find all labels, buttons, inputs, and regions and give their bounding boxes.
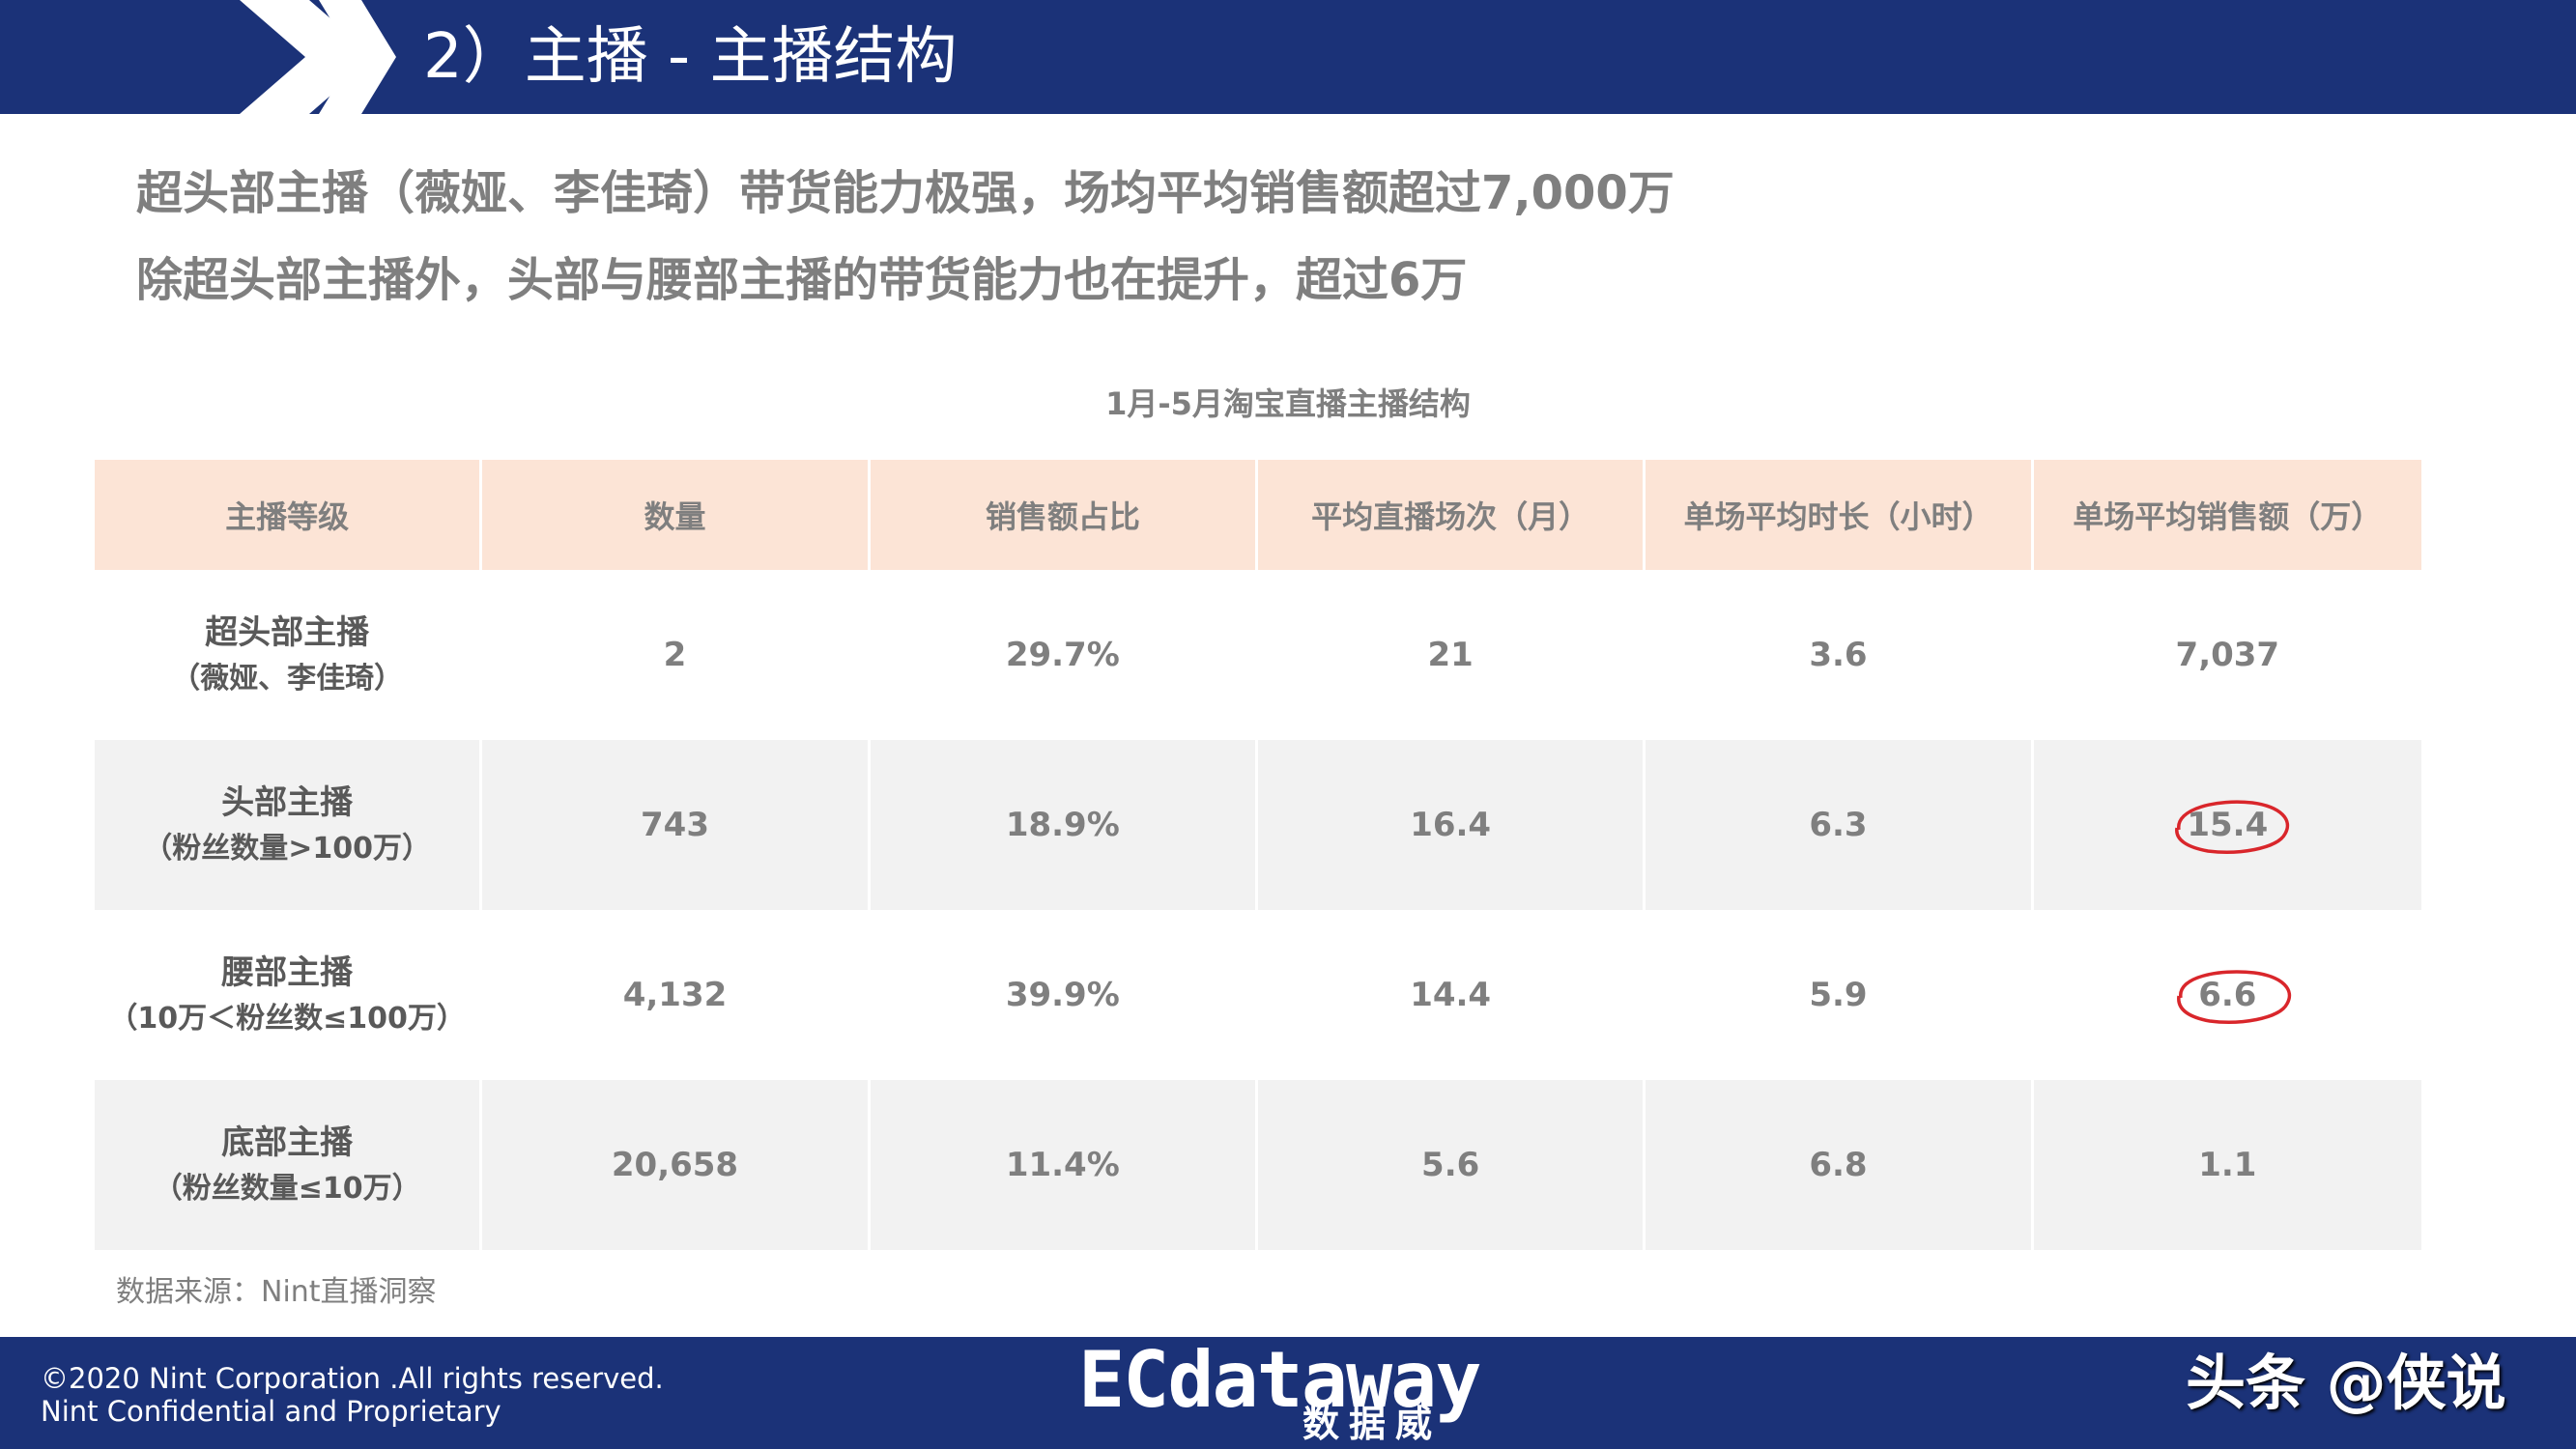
ecdataway-logo: ECdataway 数据威 <box>1078 1337 1484 1446</box>
duration-cell: 6.3 <box>1646 740 2034 910</box>
double-chevron-icon <box>240 0 396 114</box>
avg-sales-value: 15.4 <box>2187 806 2269 844</box>
sessions-cell: 5.6 <box>1258 1080 1646 1250</box>
copyright: ©2020 Nint Corporation .All rights reser… <box>41 1362 664 1428</box>
footer-bar <box>0 1337 2576 1449</box>
logo-subtitle: 数据威 <box>1302 1403 1443 1445</box>
level-cell: 头部主播 （粉丝数量>100万） <box>95 740 483 910</box>
share-cell: 18.9% <box>871 740 1258 910</box>
count-cell: 2 <box>482 570 871 740</box>
count-cell: 20,658 <box>482 1080 871 1250</box>
sessions-cell: 21 <box>1258 570 1646 740</box>
anchor-structure-table: 主播等级 数量 销售额占比 平均直播场次（月） 单场平均时长（小时） 单场平均销… <box>95 460 2421 1250</box>
avg-sales-value: 6.6 <box>2198 976 2257 1014</box>
table-row: 底部主播 （粉丝数量≤10万） 20,658 11.4% 5.6 6.8 1.1 <box>95 1080 2421 1250</box>
summary-line-1: 超头部主播（薇娅、李佳琦）带货能力极强，场均平均销售额超过7,000万 <box>136 166 1674 220</box>
avg-sales-cell: 1.1 <box>2198 1146 2257 1184</box>
table-row: 超头部主播 （薇娅、李佳琦） 2 29.7% 21 3.6 7,037 <box>95 570 2421 740</box>
logo-wordmark: ECdataway <box>1078 1335 1481 1425</box>
header-sessions: 平均直播场次（月） <box>1258 460 1646 570</box>
avg-sales-cell: 6.6 <box>2034 910 2421 1080</box>
level-criteria: （薇娅、李佳琦） <box>171 662 404 696</box>
copyright-line-2: Nint Confidential and Proprietary <box>41 1395 501 1428</box>
header-avg-sales: 单场平均销售额（万） <box>2073 498 2383 535</box>
table-row: 头部主播 （粉丝数量>100万） 743 18.9% 16.4 6.3 15.4 <box>95 740 2421 910</box>
level-name: 底部主播 <box>221 1123 354 1162</box>
data-source-note: 数据来源：Nint直播洞察 <box>116 1275 437 1309</box>
level-name: 头部主播 <box>221 783 354 822</box>
duration-cell: 5.9 <box>1646 910 2034 1080</box>
share-cell: 29.7% <box>871 570 1258 740</box>
share-cell: 39.9% <box>871 910 1258 1080</box>
level-criteria: （粉丝数量>100万） <box>143 832 432 866</box>
table-header-row: 主播等级 数量 销售额占比 平均直播场次（月） 单场平均时长（小时） 单场平均销… <box>95 460 2421 570</box>
header-level: 主播等级 <box>95 460 483 570</box>
count-cell: 4,132 <box>482 910 871 1080</box>
count-cell: 743 <box>482 740 871 910</box>
level-criteria: （粉丝数量≤10万） <box>153 1172 421 1206</box>
level-name: 超头部主播 <box>205 613 370 652</box>
avg-sales-cell: 7,037 <box>2175 636 2280 674</box>
level-cell: 超头部主播 （薇娅、李佳琦） <box>95 570 483 740</box>
level-cell: 底部主播 （粉丝数量≤10万） <box>95 1080 483 1250</box>
header-duration: 单场平均时长（小时） <box>1646 460 2034 570</box>
sessions-cell: 14.4 <box>1258 910 1646 1080</box>
page-title: 2）主播 - 主播结构 <box>423 21 958 93</box>
duration-cell: 3.6 <box>1646 570 2034 740</box>
header-bar: 2）主播 - 主播结构 <box>0 0 2576 114</box>
sessions-cell: 16.4 <box>1258 740 1646 910</box>
table-title: 1月-5月淘宝直播主播结构 <box>1105 385 1471 422</box>
table-row: 腰部主播 （10万＜粉丝数≤100万） 4,132 39.9% 14.4 5.9… <box>95 910 2421 1080</box>
watermark: 头条 @侠说 <box>2186 1348 2506 1418</box>
header-share: 销售额占比 <box>871 460 1258 570</box>
summary-line-2: 除超头部主播外，头部与腰部主播的带货能力也在提升，超过6万 <box>136 253 1468 307</box>
level-cell: 腰部主播 （10万＜粉丝数≤100万） <box>95 910 483 1080</box>
share-cell: 11.4% <box>871 1080 1258 1250</box>
level-criteria: （10万＜粉丝数≤100万） <box>108 1002 466 1036</box>
header-count: 数量 <box>482 460 871 570</box>
copyright-line-1: ©2020 Nint Corporation .All rights reser… <box>41 1362 664 1395</box>
duration-cell: 6.8 <box>1646 1080 2034 1250</box>
level-name: 腰部主播 <box>221 953 354 992</box>
avg-sales-cell: 15.4 <box>2034 740 2421 910</box>
